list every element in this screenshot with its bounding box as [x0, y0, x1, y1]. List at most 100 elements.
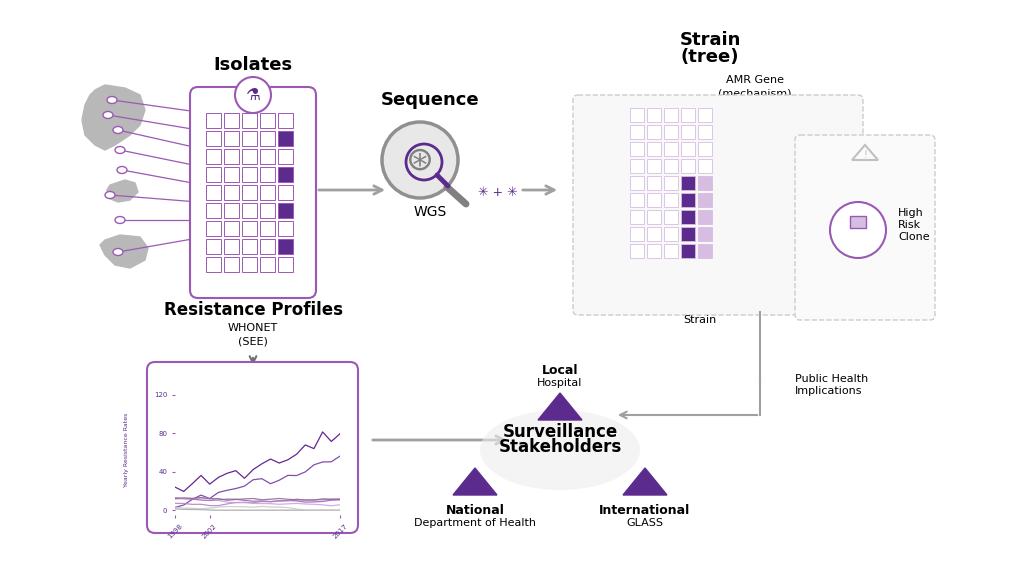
Bar — [206, 167, 221, 182]
Bar — [242, 113, 257, 128]
Text: High
Risk
Clone: High Risk Clone — [898, 209, 930, 242]
Text: WHONET: WHONET — [228, 323, 279, 333]
Bar — [242, 239, 257, 254]
Bar — [260, 167, 275, 182]
Bar — [242, 167, 257, 182]
Bar — [681, 210, 695, 224]
Bar — [224, 131, 239, 146]
Bar — [664, 244, 678, 258]
Bar — [664, 125, 678, 139]
Bar — [242, 185, 257, 200]
Bar — [224, 239, 239, 254]
Bar — [206, 185, 221, 200]
Text: AMR Gene: AMR Gene — [726, 75, 784, 85]
Bar — [260, 113, 275, 128]
Text: Department of Health: Department of Health — [414, 518, 536, 528]
Ellipse shape — [105, 191, 115, 198]
Ellipse shape — [117, 167, 127, 174]
Ellipse shape — [115, 217, 125, 223]
Text: !: ! — [863, 150, 867, 160]
Text: MGE: MGE — [835, 155, 860, 165]
Bar — [278, 239, 293, 254]
Bar — [698, 159, 712, 173]
Text: ⊛: ⊛ — [406, 143, 434, 176]
Bar — [242, 221, 257, 236]
Bar — [647, 227, 662, 241]
Ellipse shape — [480, 410, 640, 490]
Bar — [630, 210, 644, 224]
Bar — [224, 149, 239, 164]
Bar — [206, 239, 221, 254]
Text: Local: Local — [542, 363, 579, 376]
Bar — [278, 257, 293, 272]
Bar — [681, 142, 695, 156]
Bar — [681, 227, 695, 241]
Bar — [260, 257, 275, 272]
Bar — [278, 149, 293, 164]
Bar — [224, 203, 239, 218]
Bar — [260, 131, 275, 146]
Bar — [681, 125, 695, 139]
Circle shape — [830, 202, 886, 258]
Text: International: International — [599, 504, 690, 517]
Y-axis label: Yearly Resistance Rates: Yearly Resistance Rates — [124, 413, 129, 487]
Text: Strain: Strain — [683, 315, 717, 325]
Circle shape — [234, 77, 271, 113]
Bar — [647, 159, 662, 173]
Bar — [224, 185, 239, 200]
Bar — [681, 108, 695, 122]
Bar — [224, 113, 239, 128]
Bar — [206, 221, 221, 236]
Polygon shape — [623, 468, 667, 495]
Bar — [664, 142, 678, 156]
Bar — [698, 176, 712, 190]
FancyBboxPatch shape — [190, 87, 316, 298]
Bar — [630, 193, 644, 207]
Bar — [242, 149, 257, 164]
Bar — [260, 221, 275, 236]
Ellipse shape — [113, 249, 123, 256]
Bar — [224, 167, 239, 182]
Text: Surveillance: Surveillance — [503, 423, 617, 441]
Bar — [698, 210, 712, 224]
Text: WGS: WGS — [414, 205, 446, 219]
Circle shape — [382, 122, 458, 198]
Bar — [206, 149, 221, 164]
Bar — [260, 203, 275, 218]
Bar — [698, 108, 712, 122]
Text: Hospital: Hospital — [538, 378, 583, 388]
Text: (tree): (tree) — [681, 48, 739, 66]
Bar — [206, 113, 221, 128]
FancyBboxPatch shape — [795, 135, 935, 320]
Text: Resistance Profiles: Resistance Profiles — [164, 301, 342, 319]
Bar — [647, 142, 662, 156]
Bar — [647, 125, 662, 139]
Text: Public Health
Implications: Public Health Implications — [795, 374, 868, 396]
Bar — [698, 227, 712, 241]
Bar — [698, 193, 712, 207]
Ellipse shape — [113, 127, 123, 134]
Bar — [681, 193, 695, 207]
Bar — [630, 108, 644, 122]
Bar — [664, 176, 678, 190]
Bar — [206, 203, 221, 218]
Bar — [206, 257, 221, 272]
Bar — [681, 244, 695, 258]
Bar — [278, 113, 293, 128]
Bar — [242, 203, 257, 218]
Bar — [260, 239, 275, 254]
Bar — [278, 221, 293, 236]
Bar — [206, 131, 221, 146]
Bar — [664, 227, 678, 241]
Text: (SEE): (SEE) — [238, 337, 268, 347]
Polygon shape — [453, 468, 497, 495]
Bar — [647, 108, 662, 122]
Bar — [224, 257, 239, 272]
Text: ✳ + ✳: ✳ + ✳ — [478, 186, 518, 198]
Bar — [278, 167, 293, 182]
Text: Strain: Strain — [679, 31, 740, 49]
Bar — [681, 159, 695, 173]
Bar — [647, 176, 662, 190]
Bar — [242, 257, 257, 272]
Bar — [681, 176, 695, 190]
